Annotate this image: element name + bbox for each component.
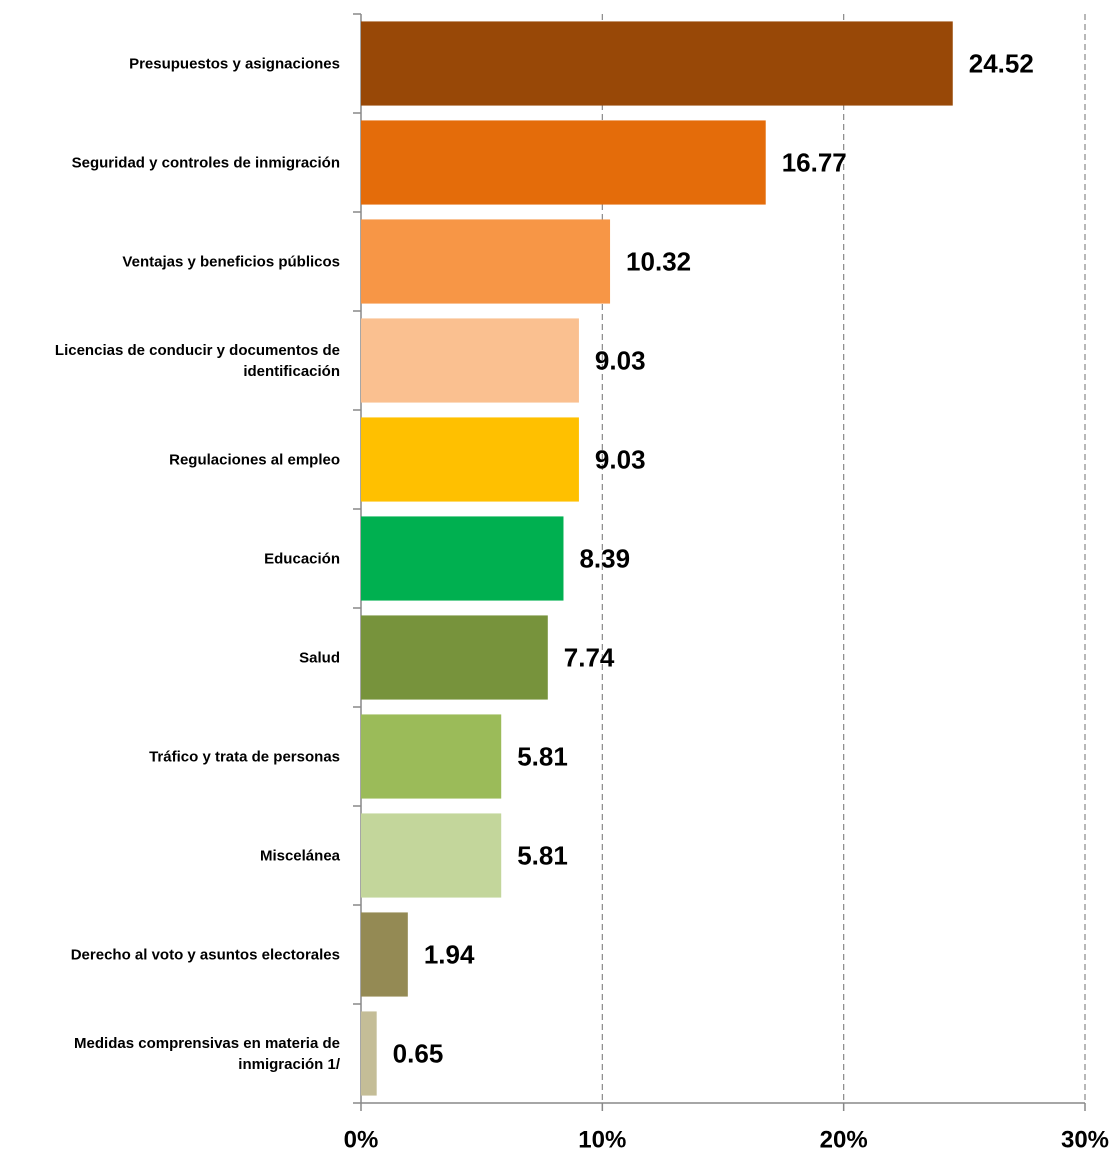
value-label: 8.39	[579, 543, 630, 573]
bar	[361, 21, 953, 106]
value-label: 5.81	[517, 741, 568, 771]
category-label: Ventajas y beneficios públicos	[122, 253, 340, 270]
category-label: Miscelánea	[259, 847, 340, 864]
category-label: Seguridad y controles de inmigración	[71, 154, 340, 171]
bar	[361, 417, 579, 502]
bar	[361, 318, 579, 403]
value-label: 5.81	[517, 840, 568, 870]
bar	[361, 1011, 377, 1096]
value-label: 10.32	[626, 246, 691, 276]
category-label: Tráfico y trata de personas	[149, 748, 340, 765]
category-label: Salud	[299, 649, 340, 666]
x-tick-label: 0%	[344, 1126, 379, 1153]
category-label: Derecho al voto y asuntos electorales	[70, 946, 340, 963]
category-label: Licencias de conducir y documentos de id…	[54, 341, 340, 380]
bar	[361, 120, 766, 205]
value-label: 24.52	[969, 48, 1034, 78]
bar	[361, 813, 502, 898]
category-label: Medidas comprensivas en materia de inmig…	[74, 1034, 340, 1073]
x-tick-label: 20%	[820, 1126, 868, 1153]
value-label: 0.65	[393, 1038, 444, 1068]
bar	[361, 516, 564, 601]
bar	[361, 714, 502, 799]
bar	[361, 615, 548, 700]
x-tick-label: 10%	[578, 1126, 626, 1153]
category-label: Educación	[264, 550, 340, 567]
category-label: Presupuestos y asignaciones	[129, 55, 340, 72]
value-label: 7.74	[564, 642, 615, 672]
value-label: 1.94	[424, 939, 475, 969]
value-label: 9.03	[595, 345, 646, 375]
x-tick-label: 30%	[1061, 1126, 1109, 1153]
category-label: Regulaciones al empleo	[169, 451, 340, 468]
value-label: 9.03	[595, 444, 646, 474]
bar	[361, 219, 611, 304]
value-label: 16.77	[782, 147, 847, 177]
bar	[361, 912, 408, 997]
